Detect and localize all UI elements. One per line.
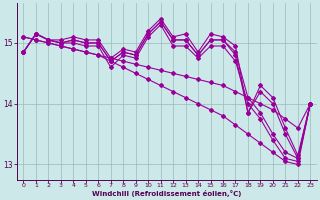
X-axis label: Windchill (Refroidissement éolien,°C): Windchill (Refroidissement éolien,°C) <box>92 190 242 197</box>
